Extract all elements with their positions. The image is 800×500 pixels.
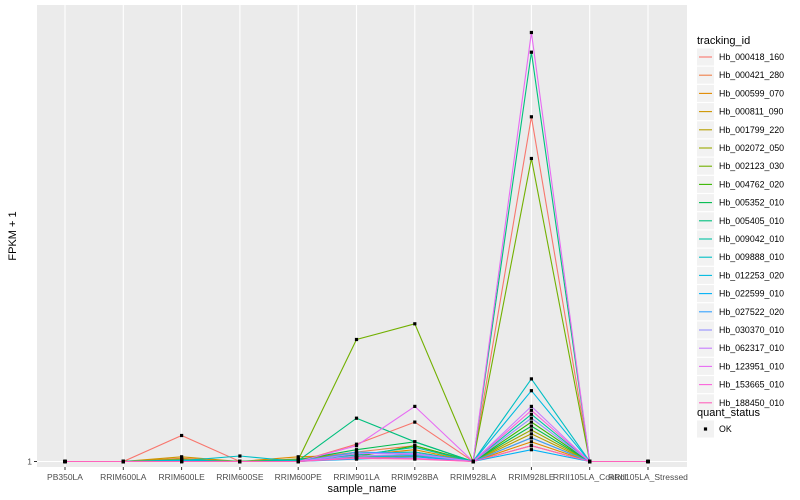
shape-legend-key-marker: [703, 427, 708, 431]
legend-label: Hb_062317_010: [719, 343, 784, 353]
legend-label: Hb_002072_050: [719, 143, 784, 153]
x-tick-label: RRIM600LE: [158, 472, 205, 482]
x-tick-label: RRII105LA_Control: [553, 472, 627, 482]
y-axis-ticks: 1: [27, 456, 37, 466]
x-axis-ticks: PB350LA RRIM600LA RRIM600LE RRIM600SE RRIM60…: [47, 467, 688, 482]
legend-label: Hb_005405_010: [719, 216, 784, 226]
data-point: [529, 389, 533, 393]
x-tick-label: RRIM600SE: [216, 472, 264, 482]
legend-label: Hb_002123_030: [719, 161, 784, 171]
x-tick-label: RRIM901LA: [333, 472, 380, 482]
legend-label: Hb_027522_020: [719, 307, 784, 317]
data-point: [529, 432, 533, 436]
data-point: [413, 404, 417, 408]
x-tick-label: RRIM600PE: [275, 472, 323, 482]
data-point: [296, 455, 300, 459]
data-point: [529, 115, 533, 119]
legend-label: Hb_123951_010: [719, 361, 784, 371]
legend-label: Hb_030370_010: [719, 325, 784, 335]
color-legend: tracking_id Hb_000418_160 Hb_000421_280 Hb…: [697, 35, 784, 412]
data-point: [238, 454, 242, 458]
data-point: [413, 457, 417, 461]
data-point: [354, 444, 359, 448]
data-point: [471, 459, 475, 464]
legend-label: Hb_004762_020: [719, 179, 784, 189]
x-tick-label: RRIM928BA: [391, 472, 439, 482]
data-point: [588, 459, 592, 464]
y-tick-label: 1: [27, 456, 32, 466]
x-tick-label: PB350LA: [47, 472, 83, 482]
data-point: [354, 452, 359, 456]
data-point: [529, 448, 533, 452]
data-point: [529, 408, 533, 412]
data-point: [529, 30, 533, 35]
x-tick-label: RRIM928LA: [450, 472, 497, 482]
x-tick-label: RRIM928LE: [508, 472, 555, 482]
data-point: [413, 445, 417, 449]
data-point: [529, 428, 533, 432]
data-point: [63, 459, 67, 464]
grid-lines: [37, 5, 687, 467]
shape-legend-title: quant_status: [697, 407, 760, 419]
x-tick-label: RRII105LA_Stressed: [608, 472, 688, 482]
data-point: [354, 416, 359, 420]
shape-legend-label: OK: [719, 424, 732, 434]
data-point: [180, 459, 184, 464]
legend-label: Hb_153665_010: [719, 380, 784, 390]
legend-label: Hb_005352_010: [719, 198, 784, 208]
data-point: [529, 440, 533, 444]
legend-title: tracking_id: [697, 35, 750, 47]
data-point: [413, 448, 417, 452]
data-point: [646, 459, 650, 464]
legend-label: Hb_000811_090: [719, 107, 784, 117]
shape-legend: quant_status OK: [697, 407, 760, 438]
legend-label: Hb_000421_280: [719, 70, 784, 80]
plot-panel: [37, 5, 687, 467]
data-point: [529, 50, 533, 54]
data-point: [529, 424, 533, 428]
data-point: [296, 459, 300, 464]
legend-label: Hb_188450_010: [719, 398, 784, 408]
data-point: [529, 156, 533, 161]
data-point: [413, 322, 417, 326]
legend-label: Hb_012253_020: [719, 270, 784, 280]
y-axis-title: FPKM + 1: [7, 211, 19, 260]
legend-label: Hb_000599_070: [719, 88, 784, 98]
data-point: [413, 452, 417, 456]
data-point: [529, 412, 533, 416]
x-axis-title: sample_name: [327, 483, 396, 495]
data-point: [413, 420, 417, 424]
data-point: [180, 433, 184, 438]
data-point: [529, 436, 533, 440]
x-tick-label: RRIM600LA: [100, 472, 147, 482]
data-point: [354, 448, 359, 452]
data-point: [529, 377, 533, 381]
data-point: [354, 337, 359, 342]
data-point: [354, 456, 359, 460]
legend-label: Hb_009042_010: [719, 234, 784, 244]
data-point: [238, 459, 242, 464]
legend-label: Hb_000418_160: [719, 52, 784, 62]
legend-label: Hb_001799_220: [719, 125, 784, 135]
data-point: [529, 420, 533, 424]
data-point: [529, 444, 533, 448]
legend-label: Hb_009888_010: [719, 252, 784, 262]
data-point: [121, 459, 125, 464]
data-point: [180, 455, 184, 459]
data-point: [529, 404, 533, 408]
legend-label: Hb_022599_010: [719, 289, 784, 299]
data-points: [63, 30, 650, 464]
data-point: [413, 440, 417, 444]
data-point: [529, 416, 533, 420]
